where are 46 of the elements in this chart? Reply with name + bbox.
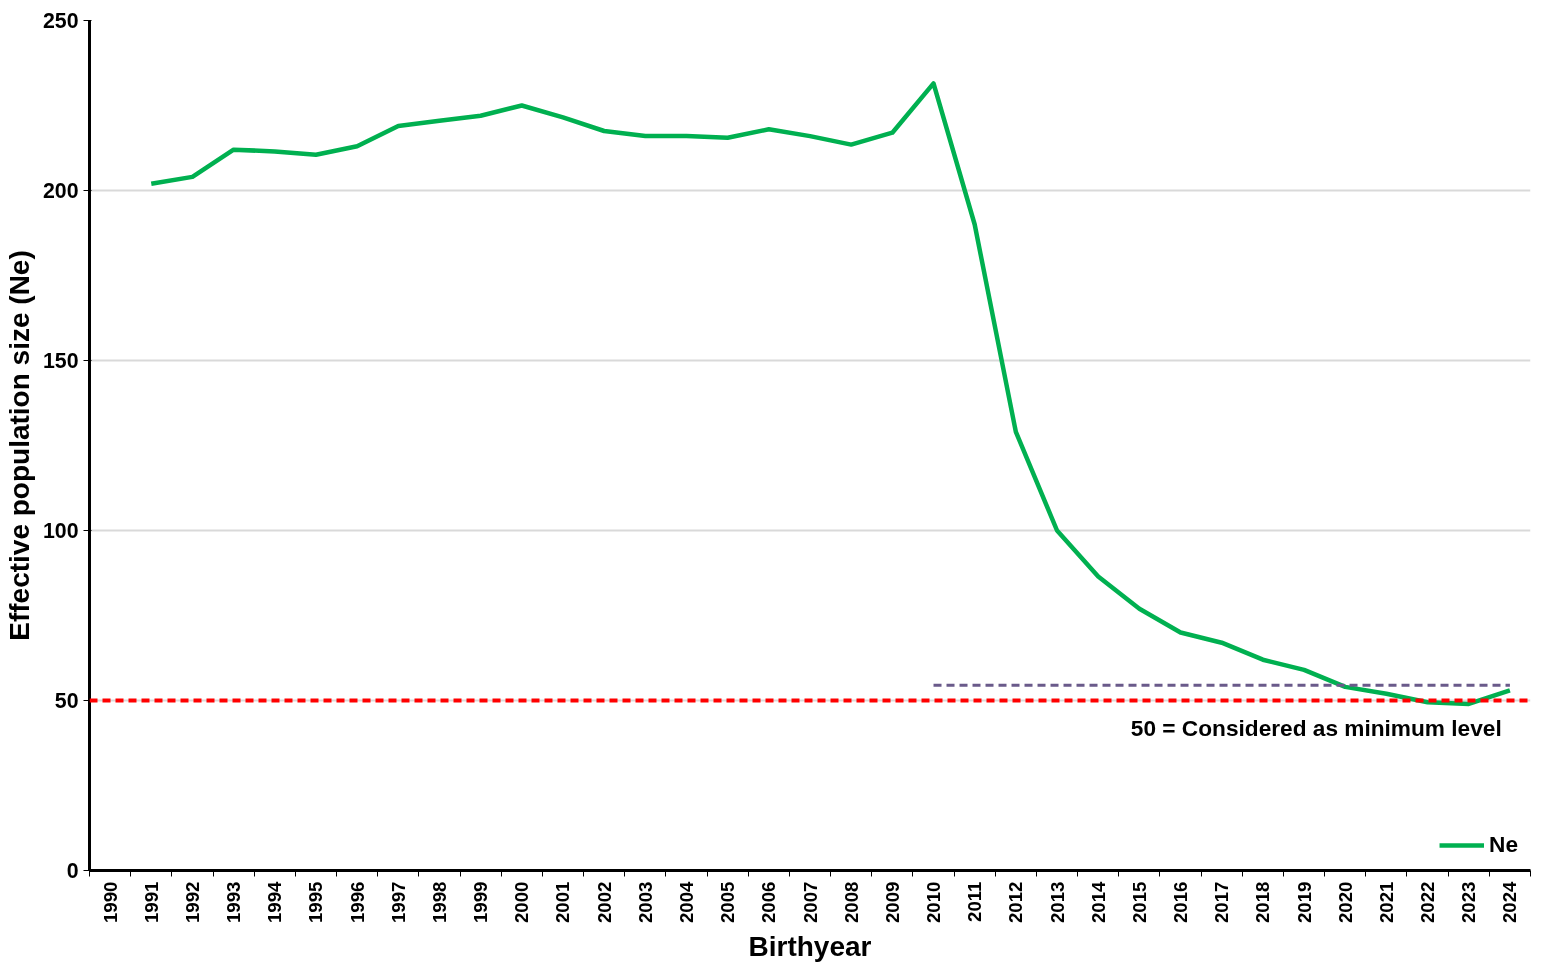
x-tick-label: 1991 (140, 881, 162, 923)
x-tick-label: 1999 (470, 881, 492, 923)
y-tick-label: 150 (42, 349, 79, 373)
x-tick-label: 1994 (264, 880, 286, 923)
y-axis-title: Effective population size (Ne) (3, 250, 35, 641)
y-tick-label: 250 (42, 9, 79, 33)
x-tick-label: 2011 (964, 881, 986, 922)
x-tick-label: 2020 (1334, 881, 1356, 923)
x-tick-label: 2016 (1170, 881, 1192, 923)
x-tick-label: 2000 (511, 881, 533, 923)
x-tick-label: 2017 (1211, 881, 1233, 923)
x-tick-label: 2021 (1375, 881, 1397, 923)
ref-line-label: 50 = Considered as minimum level (1130, 714, 1502, 741)
legend-label: Ne (1489, 831, 1518, 858)
x-tick-label: 1998 (428, 881, 450, 923)
x-tick-label: 2018 (1252, 881, 1274, 923)
x-tick-label: 2005 (717, 881, 739, 923)
x-tick-label: 2014 (1087, 880, 1109, 923)
x-tick-label: 1992 (181, 881, 203, 923)
y-tick-label: 50 (54, 689, 79, 713)
x-tick-label: 2010 (923, 881, 945, 923)
x-tick-label: 2024 (1499, 880, 1521, 923)
x-tick-label: 2009 (881, 881, 903, 923)
y-tick-label: 200 (42, 179, 79, 203)
x-tick-label: 2022 (1417, 881, 1439, 923)
x-axis-title: Birthyear (748, 931, 872, 962)
x-tick-label: 2012 (1005, 881, 1027, 923)
x-tick-label: 2013 (1046, 881, 1068, 923)
x-tick-label: 1990 (99, 881, 121, 923)
x-tick-label: 2007 (799, 881, 821, 923)
x-tick-label: 2008 (840, 881, 862, 923)
y-tick-label: 0 (66, 859, 79, 883)
x-tick-label: 2004 (675, 880, 697, 923)
x-tick-label: 2002 (593, 881, 615, 923)
y-tick-label: 100 (42, 519, 79, 543)
x-tick-label: 2019 (1293, 881, 1315, 923)
x-tick-label: 1996 (346, 881, 368, 923)
x-tick-label: 1995 (305, 881, 327, 923)
x-tick-label: 2003 (634, 881, 656, 923)
x-tick-label: 1993 (223, 881, 245, 923)
x-tick-label: 2006 (758, 881, 780, 923)
x-tick-label: 1997 (387, 881, 409, 923)
x-tick-label: 2015 (1128, 881, 1150, 923)
x-tick-label: 2023 (1458, 881, 1480, 923)
x-tick-label: 2001 (552, 881, 574, 923)
line-series (149, 81, 1513, 707)
